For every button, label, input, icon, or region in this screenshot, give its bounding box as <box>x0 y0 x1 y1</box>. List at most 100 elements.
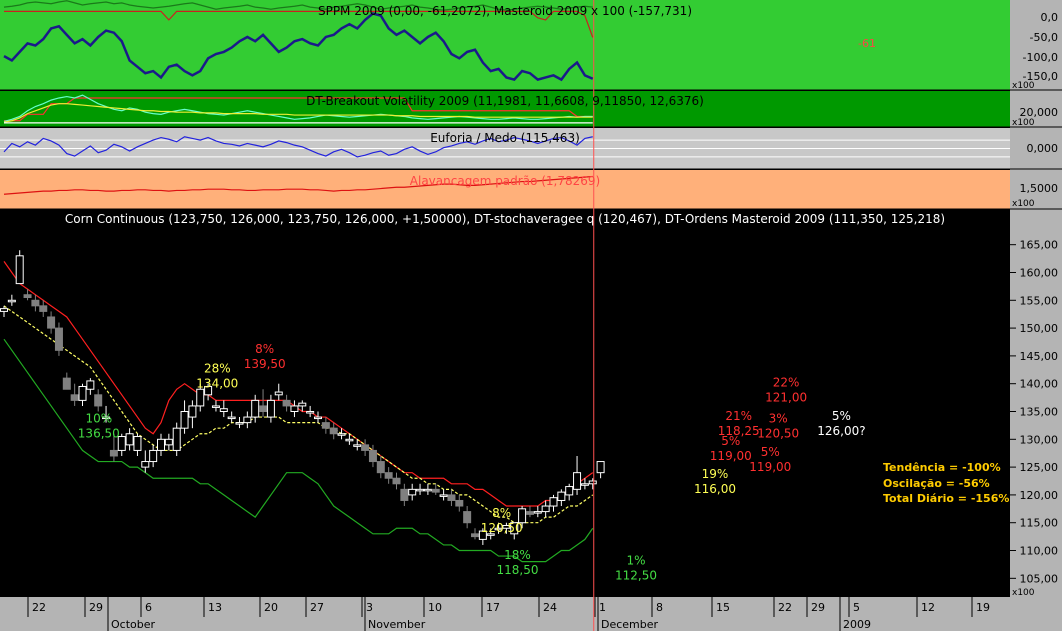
lower-band-line <box>3 338 594 563</box>
candle-body <box>149 449 158 463</box>
euf-series-line-0 <box>3 136 593 158</box>
candle-body <box>549 497 558 507</box>
candle-body <box>314 416 322 420</box>
signal-annotation: 120,50 <box>481 521 523 535</box>
date-month-label: 2009 <box>843 618 871 631</box>
date-day-label: 19 <box>976 601 990 614</box>
date-day-label: 5 <box>853 601 860 614</box>
signal-annotation: 116,00 <box>694 482 736 496</box>
candle-body <box>478 530 487 540</box>
candle-body <box>471 533 479 538</box>
signal-annotation: 139,50 <box>244 357 286 371</box>
candle-body <box>204 385 213 396</box>
candle-body <box>23 294 32 299</box>
candle-body <box>361 444 370 451</box>
signal-annotation: 18% <box>504 548 531 562</box>
date-day-label: 1 <box>599 601 606 614</box>
price-tick-label: 160,00 <box>1020 266 1059 279</box>
candle-body <box>408 488 417 496</box>
candle-body <box>62 377 71 390</box>
stat-tendencia: Tendência = -100% <box>883 461 1001 474</box>
candle-body <box>580 483 589 486</box>
price-tick-label: 150,00 <box>1020 322 1059 335</box>
candle-body <box>557 491 566 501</box>
candle-body <box>384 472 393 479</box>
price-tick-label: 125,00 <box>1020 461 1059 474</box>
candle-body <box>125 433 134 446</box>
candle-body <box>525 511 534 515</box>
price-tick-label: 120,00 <box>1020 489 1059 502</box>
candle-body <box>290 405 299 412</box>
candle-body <box>423 488 432 492</box>
candle-body <box>596 461 605 474</box>
sppm-tick-0: 0,0 <box>1041 11 1059 24</box>
candle-body <box>400 488 409 501</box>
date-day-label: 29 <box>811 601 825 614</box>
candle-body <box>157 438 165 451</box>
stat-total: Total Diário = -156% <box>883 492 1009 505</box>
candle-body <box>463 511 472 524</box>
candle-body <box>329 427 338 435</box>
candle-body <box>447 494 456 501</box>
candle-body <box>109 449 118 457</box>
candle-body <box>306 411 315 414</box>
sppm-series-line-2 <box>3 0 593 11</box>
candle-body <box>416 488 425 492</box>
date-day-label: 6 <box>145 601 152 614</box>
date-day-label: 20 <box>264 601 278 614</box>
dtbv-series-line-2 <box>3 103 593 123</box>
candle-body <box>94 394 103 407</box>
price-tick-label: 105,00 <box>1020 572 1059 585</box>
candle-body <box>321 422 330 429</box>
date-day-label: 22 <box>778 601 792 614</box>
signal-annotation: 8% <box>492 506 511 520</box>
candle-body <box>47 316 56 329</box>
euf-title: Euforia / Medo (115,463) <box>430 131 580 145</box>
date-day-label: 17 <box>486 601 500 614</box>
candle-body <box>102 416 111 420</box>
sppm-unit: x100 <box>1012 81 1035 91</box>
main-title: Corn Continuous (123,750, 126,000, 123,7… <box>65 212 945 226</box>
date-day-label: 8 <box>656 601 663 614</box>
candle-body <box>439 494 448 497</box>
candle-body <box>431 488 440 493</box>
date-month-label: November <box>368 618 426 631</box>
candle-body <box>533 511 542 514</box>
signal-annotation: 10% <box>85 412 112 426</box>
signal-annotation: 118,25 <box>718 424 760 438</box>
signal-annotation: 126,00? <box>817 424 865 438</box>
candle-body <box>494 527 503 531</box>
signal-annotation: 19% <box>702 467 729 481</box>
dtbv-tick-0: 20,000 <box>1020 106 1059 119</box>
price-tick-label: 165,00 <box>1020 239 1059 252</box>
sppm-tick-1: -50,0 <box>1030 31 1058 44</box>
candle-body <box>588 480 597 485</box>
signal-annotation: 119,00 <box>710 449 752 463</box>
candle-body <box>227 416 236 420</box>
candle-body <box>15 255 24 285</box>
candle-body <box>259 405 268 412</box>
candle-body <box>172 427 181 451</box>
sppm-tick-2: -100,0 <box>1023 51 1058 64</box>
date-day-label: 12 <box>921 601 935 614</box>
candle-body <box>141 461 150 468</box>
price-tick-label: 140,00 <box>1020 378 1059 391</box>
candle-body <box>211 405 220 408</box>
dtbv-series-line-1 <box>3 94 593 123</box>
date-day-label: 24 <box>543 601 557 614</box>
price-tick-label: 115,00 <box>1020 517 1059 530</box>
dtbv-unit: x100 <box>1012 118 1035 128</box>
alav-unit: x100 <box>1012 199 1035 209</box>
date-day-label: 3 <box>366 601 373 614</box>
candle-body <box>455 499 464 507</box>
candle-body <box>274 391 283 396</box>
alav-tick-0: 1,5000 <box>1020 182 1059 195</box>
candle-body <box>337 433 346 436</box>
candle-body <box>266 399 275 418</box>
candle-body <box>180 411 189 429</box>
candle-body <box>7 299 16 303</box>
date-day-label: 10 <box>428 601 442 614</box>
euf-tick-0: 0,000 <box>1027 142 1059 155</box>
dtbv-series-line-0 <box>4 97 593 122</box>
